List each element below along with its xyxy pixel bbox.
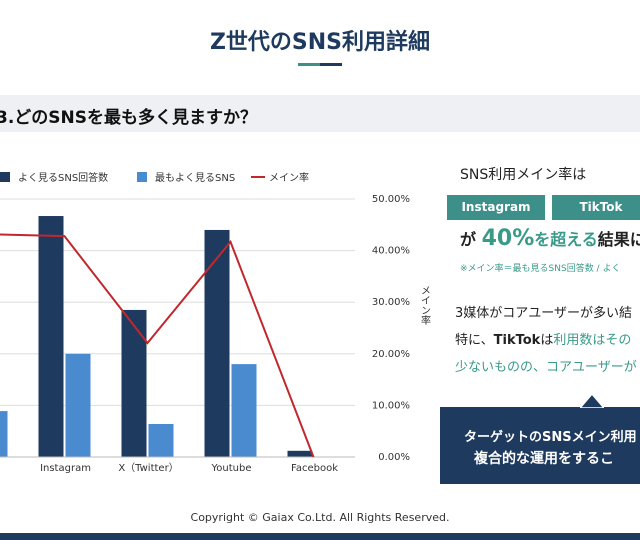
tag: Instagram: [447, 195, 545, 220]
chart: 0.00% 10.00% 20.00% 30.00% 40.00% 50.00% メイン率 よ…: [0, 171, 431, 474]
text: 利用数はその: [553, 333, 632, 348]
title-underline: [298, 63, 320, 66]
page-title: Z世代のSNS利用詳細: [209, 30, 431, 55]
y2-tick-label: 50.00%: [372, 194, 410, 205]
result-number: 40%: [481, 226, 535, 251]
panel-heading: SNS利用メイン率は: [460, 167, 587, 183]
line-series: [0, 233, 315, 458]
bar: [287, 450, 313, 457]
question-band: [0, 95, 640, 132]
y2-axis-label: メイン率: [419, 285, 431, 326]
callout-arrow: [580, 392, 604, 408]
callout-box: [440, 407, 640, 484]
title-underline: [320, 63, 342, 66]
tag: TikTok: [552, 195, 640, 220]
text: は: [540, 333, 554, 348]
text: TikTok: [493, 333, 541, 348]
legend-swatch: [137, 172, 147, 182]
note: ※メイン率＝最も見るSNS回答数 / よく: [460, 264, 621, 274]
arrow: [580, 392, 604, 408]
bottom-bar: [0, 533, 640, 540]
text: 特に、: [455, 333, 494, 348]
bar: [148, 423, 174, 457]
y2-tick-label: 10.00%: [372, 400, 410, 411]
legend-label: 最もよく見るSNS: [155, 172, 235, 184]
y2-tick-label: 30.00%: [372, 297, 410, 308]
legend-label: よく見るSNS回答数: [18, 171, 108, 184]
body-line: 3媒体がコアユーザーが多い結: [455, 306, 633, 321]
x-tick-label: Youtube: [211, 463, 252, 474]
result: が 40%を超える結果に: [460, 226, 640, 251]
x-tick-label: Instagram: [40, 463, 91, 474]
legend-label: メイン率: [269, 171, 309, 184]
body-line: 特に、TikTokは利用数はその: [455, 329, 631, 348]
result-text: を超える: [534, 230, 598, 249]
callout-line: 複合的な運用をするこ: [474, 451, 614, 467]
y2-tick-label: 0.00%: [378, 452, 410, 463]
bar: [38, 216, 64, 457]
bar: [65, 353, 91, 457]
bar: [204, 229, 230, 457]
footer: Copyright © Gaiax Co.Ltd. All Rights Res…: [190, 511, 450, 524]
body-line: 少ないものの、コアユーザーが: [455, 360, 637, 375]
result-text: が: [460, 230, 477, 249]
callout-line: ターゲットのSNSメイン利用: [464, 430, 637, 445]
result-text: 結果に: [597, 230, 640, 249]
y2-tick-label: 20.00%: [372, 349, 410, 360]
x-tick-label: Facebook: [291, 463, 338, 474]
legend-swatch: [0, 172, 10, 182]
y2-tick-label: 40.00%: [372, 246, 410, 257]
bar: [231, 364, 257, 457]
question: 3.どのSNSを最も多く見ますか？: [0, 108, 258, 128]
x-tick-label: X（Twitter）: [118, 462, 178, 474]
bar: [0, 411, 8, 457]
bar: [121, 309, 147, 457]
